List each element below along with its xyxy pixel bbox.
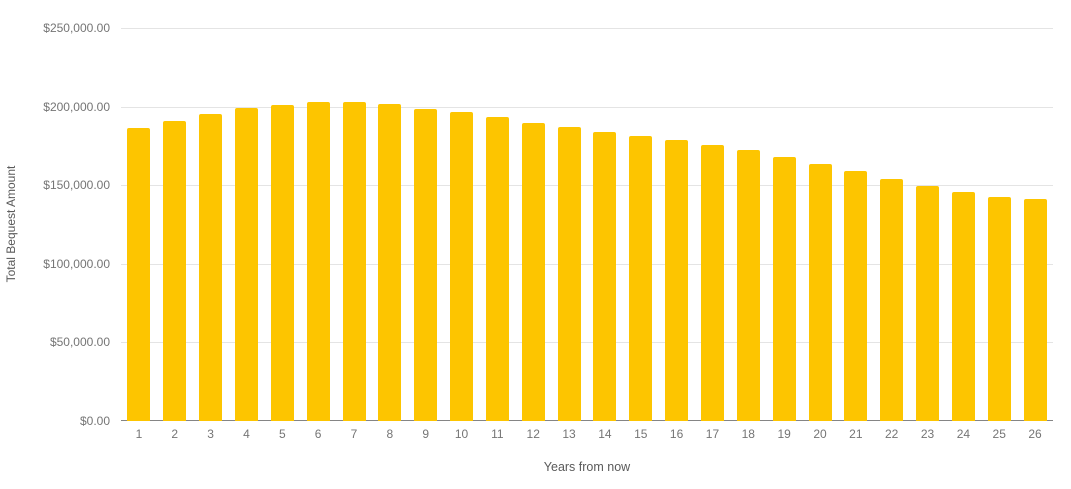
bar-year-9[interactable] xyxy=(414,108,438,421)
bar-year-23[interactable] xyxy=(916,185,940,421)
x-tick-label: 15 xyxy=(634,427,648,441)
x-tick-label: 21 xyxy=(849,427,863,441)
bar-year-10[interactable] xyxy=(450,112,474,421)
x-tick-label: 22 xyxy=(885,427,899,441)
gridline xyxy=(121,263,1053,265)
x-tick-label: 17 xyxy=(705,427,720,441)
bar-year-4[interactable] xyxy=(234,107,258,421)
bar-year-25[interactable] xyxy=(987,196,1011,421)
bar-year-13[interactable] xyxy=(557,126,581,421)
bar-year-17[interactable] xyxy=(700,144,724,421)
bar-year-8[interactable] xyxy=(378,103,402,421)
bar-year-26[interactable] xyxy=(1023,198,1047,421)
x-axis-baseline xyxy=(121,420,1053,421)
y-tick-label: $100,000.00 xyxy=(43,256,110,271)
bar-year-22[interactable] xyxy=(880,178,904,421)
y-tick-label: $200,000.00 xyxy=(43,99,110,114)
x-tick-label: 5 xyxy=(278,427,286,441)
bar-year-20[interactable] xyxy=(808,163,832,421)
x-tick-label: 8 xyxy=(386,427,394,441)
bar-year-16[interactable] xyxy=(665,140,689,421)
y-tick-label: $50,000.00 xyxy=(49,335,110,350)
x-tick-label: 25 xyxy=(992,427,1006,441)
x-tick-label: 24 xyxy=(956,427,971,441)
bar-year-24[interactable] xyxy=(951,191,975,421)
y-tick-label: $0.00 xyxy=(79,414,110,428)
gridline xyxy=(121,28,1053,29)
x-tick-label: 16 xyxy=(669,427,684,441)
x-tick-label: 6 xyxy=(314,427,322,441)
x-tick-label: 1 xyxy=(135,427,143,441)
bar-year-21[interactable] xyxy=(844,171,868,421)
bar-year-12[interactable] xyxy=(521,122,545,421)
bar-year-2[interactable] xyxy=(163,121,187,421)
bar-year-19[interactable] xyxy=(772,156,796,421)
x-axis-title: Years from now xyxy=(543,460,631,474)
gridline xyxy=(121,185,1053,187)
x-tick-label: 11 xyxy=(491,427,504,441)
x-tick-label: 14 xyxy=(598,427,612,441)
plot-area xyxy=(121,28,1053,421)
gridline xyxy=(121,342,1053,344)
x-tick-label: 3 xyxy=(207,427,214,441)
x-tick-label: 19 xyxy=(777,427,791,441)
x-tick-label: 23 xyxy=(920,427,935,441)
x-tick-label: 7 xyxy=(350,427,358,441)
y-tick-label: $250,000.00 xyxy=(43,21,110,35)
x-tick-label: 9 xyxy=(422,427,430,441)
bar-year-5[interactable] xyxy=(270,104,294,421)
gridline xyxy=(121,106,1053,108)
bar-year-7[interactable] xyxy=(342,102,366,421)
x-tick-label: 2 xyxy=(171,427,179,441)
bar-year-15[interactable] xyxy=(629,136,653,421)
x-tick-label: 4 xyxy=(243,427,250,441)
bar-year-11[interactable] xyxy=(485,117,509,421)
x-tick-label: 26 xyxy=(1028,427,1042,441)
bar-year-6[interactable] xyxy=(306,102,330,421)
bar-year-18[interactable] xyxy=(736,149,760,421)
bar-year-1[interactable] xyxy=(127,128,151,421)
bar-year-14[interactable] xyxy=(593,132,617,421)
x-tick-label: 18 xyxy=(741,427,755,441)
x-tick-label: 10 xyxy=(454,427,469,441)
x-tick-label: 12 xyxy=(526,427,540,441)
bar-year-3[interactable] xyxy=(199,113,223,421)
y-tick-label: $150,000.00 xyxy=(43,178,110,193)
x-tick-label: 20 xyxy=(813,427,827,441)
x-tick-label: 13 xyxy=(562,427,576,441)
